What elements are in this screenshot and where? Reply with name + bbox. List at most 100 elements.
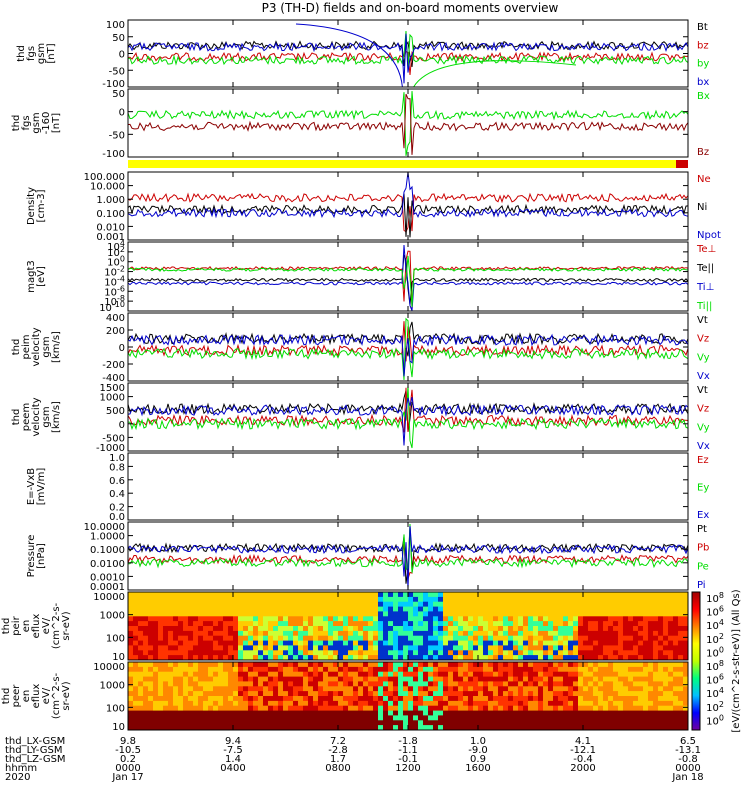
spectrogram-cell bbox=[218, 655, 224, 660]
spectrogram-cell bbox=[533, 621, 539, 627]
spectrogram-cell bbox=[148, 616, 154, 622]
spectrogram-cell bbox=[648, 640, 654, 647]
spectrogram-cell bbox=[323, 686, 329, 692]
spectrogram-cell bbox=[473, 621, 479, 627]
spectrogram-cell bbox=[253, 686, 259, 692]
spectrogram-cell bbox=[138, 596, 144, 603]
spectrogram-cell bbox=[433, 700, 439, 707]
spectrogram-cell bbox=[523, 601, 529, 608]
spectrogram-cell bbox=[413, 710, 419, 717]
spectrogram-cell bbox=[138, 662, 144, 668]
spectrogram-cell bbox=[128, 601, 134, 608]
spectrogram-cell bbox=[603, 596, 609, 603]
spectrogram-cell bbox=[238, 592, 244, 598]
spectrogram-cell bbox=[533, 640, 539, 647]
spectrogram-cell bbox=[288, 621, 294, 627]
spectrogram-cell bbox=[543, 705, 549, 712]
spectrogram-cell bbox=[343, 705, 349, 712]
spectrogram-cell bbox=[543, 696, 549, 702]
spectrogram-cell bbox=[373, 700, 379, 707]
spectrogram-cell bbox=[218, 645, 224, 651]
spectrogram-cell bbox=[548, 616, 554, 622]
spectrogram-cell bbox=[358, 640, 364, 647]
spectrogram-cell bbox=[478, 705, 484, 712]
spectrogram-cell bbox=[668, 630, 674, 637]
spectrogram-cell bbox=[428, 720, 434, 726]
spectrogram-cell bbox=[183, 676, 189, 683]
spectrogram-cell bbox=[603, 696, 609, 702]
spectrogram-cell bbox=[638, 630, 644, 637]
y-tick-label: -100 bbox=[102, 79, 125, 90]
x-tick-value: -0.8 bbox=[678, 754, 698, 765]
spectrogram-cell bbox=[683, 645, 688, 651]
spectrogram-cell bbox=[328, 666, 334, 673]
spectrogram-cell bbox=[348, 655, 354, 660]
y-tick-label: 100 bbox=[106, 633, 125, 644]
spectrogram-cell bbox=[258, 710, 264, 717]
spectrogram-cell bbox=[333, 606, 339, 613]
spectrogram-cell bbox=[628, 650, 634, 656]
spectrogram-cell bbox=[173, 606, 179, 613]
spectrogram-cell bbox=[443, 705, 449, 712]
y-axis-label: magt3[eV] bbox=[26, 260, 47, 293]
spectrogram-cell bbox=[658, 630, 664, 637]
spectrogram-cell bbox=[568, 655, 574, 660]
spectrogram-cell bbox=[203, 650, 209, 656]
spectrogram-cell bbox=[323, 705, 329, 712]
spectrogram-cell bbox=[413, 616, 419, 622]
spectrogram-cell bbox=[283, 715, 289, 721]
spectrogram-cell bbox=[203, 671, 209, 678]
spectrogram-cell bbox=[558, 640, 564, 647]
spectrogram-cell bbox=[478, 630, 484, 637]
spectrogram-cell bbox=[193, 606, 199, 613]
spectrogram-cell bbox=[283, 720, 289, 726]
spectrogram-cell bbox=[608, 666, 614, 673]
spectrogram-cell bbox=[438, 635, 444, 642]
spectrogram-cell bbox=[418, 686, 424, 692]
spectrogram-cell bbox=[433, 705, 439, 712]
spectrogram-cell bbox=[643, 650, 649, 656]
spectrogram-cell bbox=[628, 601, 634, 608]
spectrogram-cell bbox=[408, 666, 414, 673]
spectrogram-cell bbox=[338, 611, 344, 617]
spectrogram-cell bbox=[473, 655, 479, 660]
spectrogram-cell bbox=[253, 630, 259, 637]
spectrogram-cell bbox=[158, 720, 164, 726]
spectrogram-cell bbox=[263, 606, 269, 613]
spectrogram-cell bbox=[138, 666, 144, 673]
spectrogram-cell bbox=[363, 700, 369, 707]
x-row-label: hhmm bbox=[5, 763, 37, 774]
spectrogram-cell bbox=[568, 725, 574, 730]
spectrogram-cell bbox=[188, 686, 194, 692]
spectrogram-cell bbox=[433, 592, 439, 598]
spectrogram-cell bbox=[243, 655, 249, 660]
spectrogram-cell bbox=[568, 720, 574, 726]
spectrogram-cell bbox=[258, 596, 264, 603]
spectrogram-cell bbox=[483, 616, 489, 622]
spectrogram-cell bbox=[508, 630, 514, 637]
spectrogram-cell bbox=[533, 592, 539, 598]
spectrogram-cell bbox=[348, 596, 354, 603]
spectrogram-cell bbox=[208, 630, 214, 637]
spectrogram-cell bbox=[553, 611, 559, 617]
spectrogram-cell bbox=[353, 626, 359, 632]
spectrogram-cell bbox=[353, 630, 359, 637]
spectrogram-cell bbox=[418, 616, 424, 622]
spectrogram-cell bbox=[648, 710, 654, 717]
spectrogram-cell bbox=[493, 725, 499, 730]
spectrogram-cell bbox=[673, 715, 679, 721]
spectrogram-cell bbox=[273, 630, 279, 637]
spectrogram-cell bbox=[238, 700, 244, 707]
spectrogram-cell bbox=[488, 650, 494, 656]
spectrogram-cell bbox=[533, 691, 539, 697]
spectrogram-cell bbox=[293, 655, 299, 660]
spectrogram-cell bbox=[538, 671, 544, 678]
spectrogram-cell bbox=[313, 700, 319, 707]
spectrogram-cell bbox=[393, 696, 399, 702]
spectrogram-cell bbox=[603, 606, 609, 613]
spectrogram-cell bbox=[203, 705, 209, 712]
spectrogram-cell bbox=[453, 616, 459, 622]
spectrogram-cell bbox=[498, 691, 504, 697]
spectrogram-cell bbox=[258, 725, 264, 730]
spectrogram-cell bbox=[428, 700, 434, 707]
